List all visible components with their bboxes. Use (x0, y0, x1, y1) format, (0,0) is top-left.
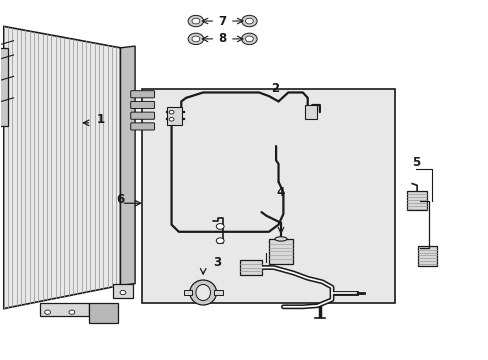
Bar (113, 284, 132, 298)
Ellipse shape (189, 280, 216, 305)
Text: 1: 1 (96, 113, 104, 126)
Text: 6: 6 (116, 193, 124, 206)
Bar (142, 89, 394, 303)
Circle shape (44, 310, 50, 314)
Circle shape (69, 310, 75, 314)
Circle shape (120, 291, 125, 295)
Text: 4: 4 (276, 186, 284, 199)
Bar (417, 246, 436, 266)
Ellipse shape (196, 284, 210, 301)
Polygon shape (120, 46, 135, 285)
FancyBboxPatch shape (130, 112, 154, 119)
Ellipse shape (274, 237, 286, 241)
Bar (213, 290, 222, 296)
Circle shape (188, 33, 203, 45)
Circle shape (169, 111, 174, 114)
Circle shape (245, 36, 253, 42)
Circle shape (169, 117, 174, 121)
Polygon shape (4, 26, 120, 309)
Bar (305, 105, 317, 119)
Bar (183, 290, 192, 296)
Bar (0, 48, 8, 126)
Text: 8: 8 (218, 32, 226, 45)
Bar (166, 107, 182, 125)
Circle shape (245, 18, 253, 24)
Circle shape (188, 15, 203, 27)
FancyBboxPatch shape (130, 91, 154, 98)
Bar (239, 260, 261, 275)
Bar (89, 303, 118, 323)
Circle shape (241, 15, 257, 27)
Text: 7: 7 (218, 14, 226, 27)
Circle shape (241, 33, 257, 45)
Circle shape (216, 238, 224, 244)
FancyBboxPatch shape (130, 123, 154, 130)
Circle shape (192, 36, 200, 42)
Bar (407, 191, 426, 210)
Bar (268, 239, 292, 264)
Circle shape (192, 18, 200, 24)
Text: 5: 5 (411, 156, 420, 169)
FancyBboxPatch shape (130, 102, 154, 109)
Bar (40, 303, 89, 316)
Text: 2: 2 (271, 82, 279, 95)
Text: 3: 3 (212, 256, 221, 269)
Circle shape (216, 224, 224, 229)
